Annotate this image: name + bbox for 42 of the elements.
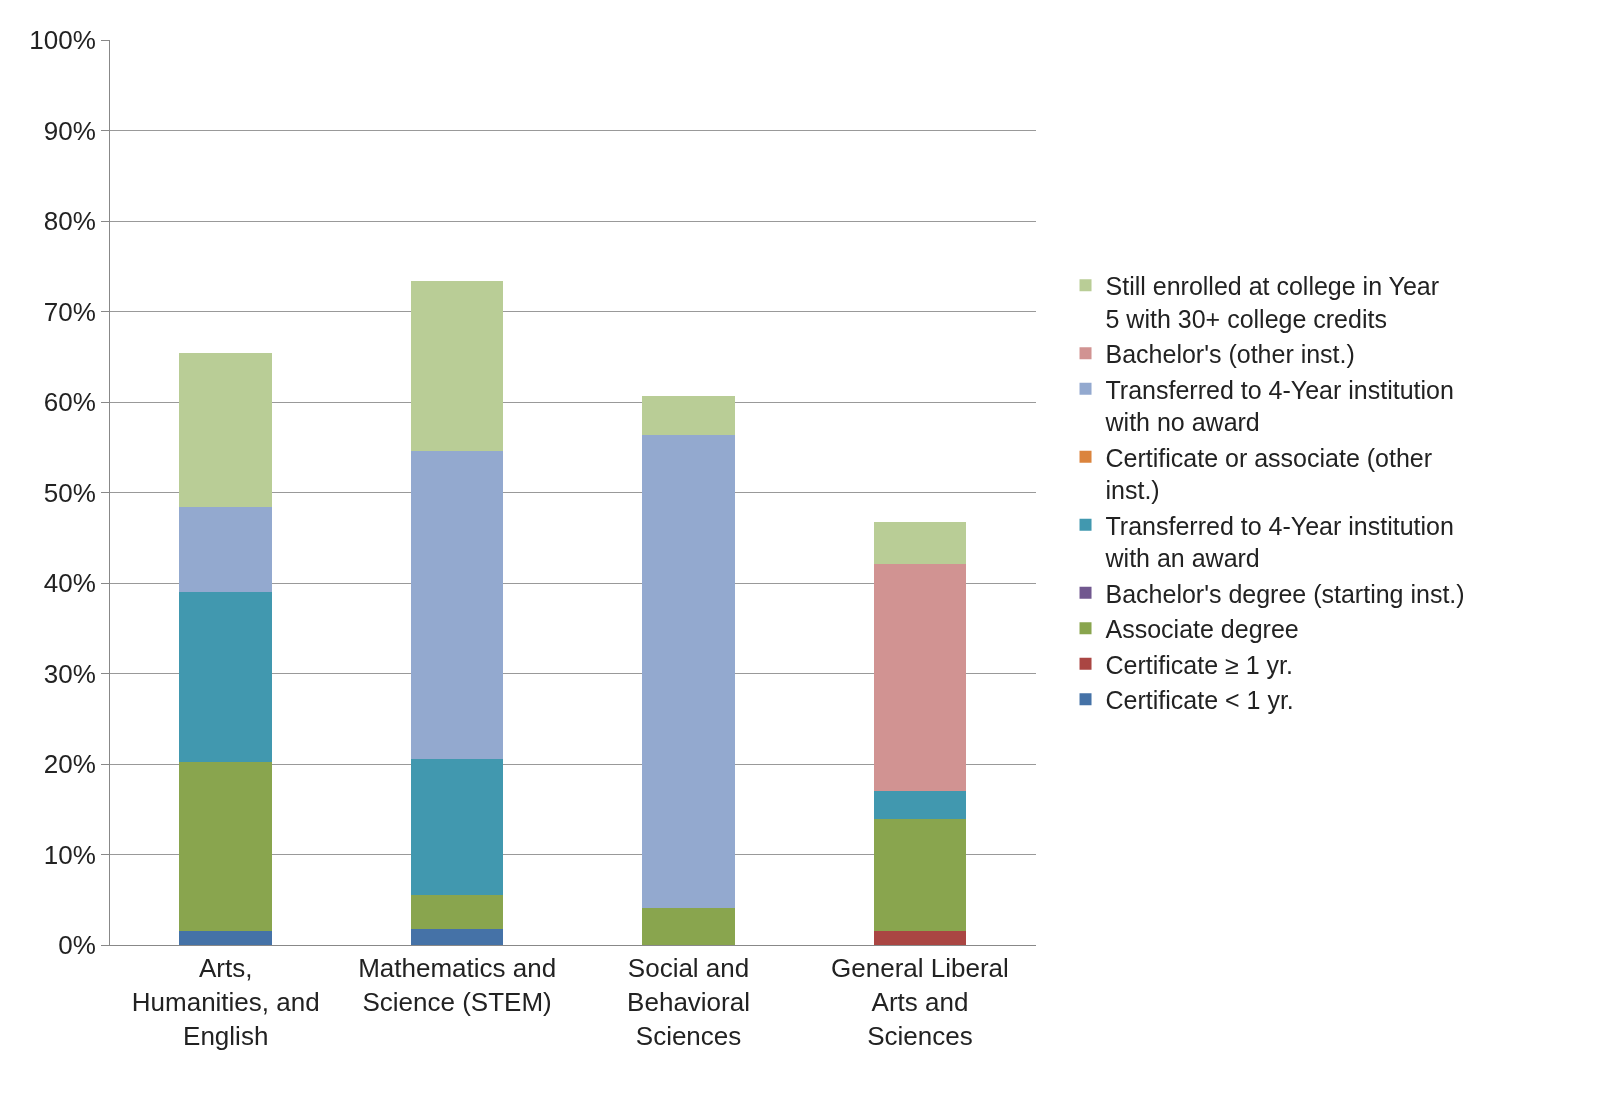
bar bbox=[873, 564, 967, 792]
bar bbox=[873, 931, 967, 945]
bar bbox=[642, 395, 735, 435]
y-tick-label: 50% bbox=[43, 477, 96, 508]
y-tick-label: 0% bbox=[58, 930, 96, 961]
bar bbox=[642, 907, 735, 945]
y-tick-label: 40% bbox=[43, 568, 96, 599]
bar bbox=[179, 931, 272, 945]
bar bbox=[410, 928, 504, 945]
bar bbox=[873, 522, 967, 564]
legend-label: Transferred to 4-Year institution with an award bbox=[1104, 511, 1454, 572]
bar bbox=[179, 592, 272, 763]
bar bbox=[179, 762, 272, 932]
bar bbox=[410, 758, 504, 896]
x-tick-label: Mathematics and Science (STEM) bbox=[358, 953, 557, 1017]
bar bbox=[410, 280, 504, 451]
bar bbox=[179, 506, 272, 593]
bar bbox=[873, 791, 967, 820]
y-tick-label: 100% bbox=[29, 25, 96, 56]
y-tick-label: 90% bbox=[43, 115, 96, 146]
x-tick-label: Arts, Humanities, and English bbox=[131, 953, 320, 1051]
legend-label: Transferred to 4-Year institution with no award bbox=[1104, 375, 1454, 436]
bar bbox=[873, 819, 967, 932]
legend-label: Certificate ≥ 1 yr. bbox=[1105, 650, 1293, 679]
y-tick-label: 60% bbox=[43, 387, 96, 418]
bar bbox=[642, 434, 735, 908]
legend-label: Associate degree bbox=[1105, 615, 1299, 643]
y-tick-label: 10% bbox=[43, 839, 96, 870]
legend-label: Bachelor's degree (starting inst.) bbox=[1105, 579, 1465, 608]
x-tick-label: Social and Behavioral Sciences bbox=[627, 953, 750, 1051]
legend-label: Bachelor's (other inst.) bbox=[1105, 340, 1355, 368]
legend-label: Still enrolled at college in Year 5 with 30+ college credits bbox=[1105, 272, 1440, 333]
bar bbox=[410, 895, 504, 929]
bar bbox=[179, 353, 272, 507]
y-tick-label: 70% bbox=[43, 296, 96, 327]
legend-label: Certificate < 1 yr. bbox=[1105, 686, 1294, 714]
y-tick-label: 20% bbox=[43, 749, 96, 780]
y-tick-label: 80% bbox=[43, 206, 96, 237]
legend-label: Certificate or associate (other inst.) bbox=[1105, 443, 1433, 504]
y-tick-label: 30% bbox=[43, 658, 96, 689]
bar bbox=[410, 450, 504, 759]
x-tick-label: General Liberal Arts and Sciences bbox=[831, 953, 1009, 1051]
